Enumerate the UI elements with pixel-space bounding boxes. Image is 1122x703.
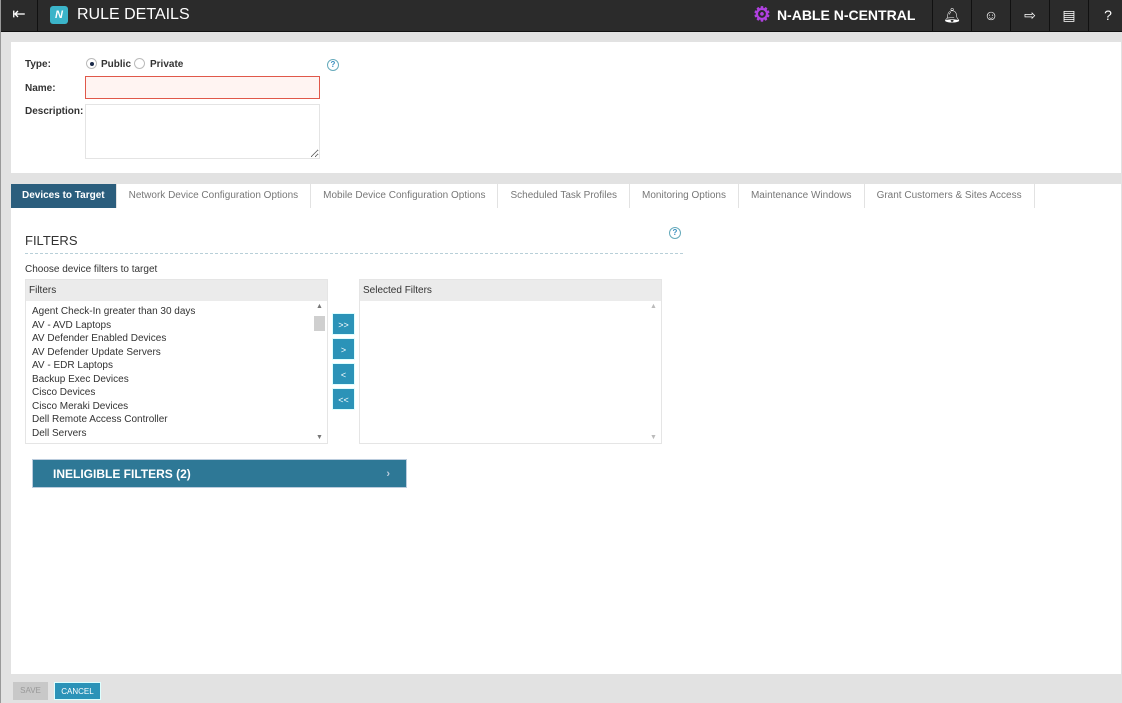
filter-option[interactable]: Cisco Meraki Devices (32, 400, 129, 412)
scroll-thumb[interactable] (314, 316, 325, 331)
remove-all-button[interactable]: << (332, 388, 355, 410)
tab-devices-to-target[interactable]: Devices to Target (11, 184, 117, 208)
scroll-down-icon[interactable]: ▼ (650, 434, 657, 441)
scroll-up-icon[interactable]: ▲ (650, 303, 657, 310)
filter-option[interactable]: Dell Remote Access Controller (32, 414, 168, 425)
menu-collapse-icon[interactable]: ⇤ (1, 0, 38, 32)
scroll-down-icon[interactable]: ▼ (316, 434, 323, 441)
ineligible-filters-label: INELIGIBLE FILTERS (2) (53, 467, 191, 481)
divider (25, 253, 683, 254)
filters-instruction: Choose device filters to target (25, 264, 158, 275)
top-bar: ⇤ N RULE DETAILS ⚙ N-ABLE N-CENTRAL 🔔︎ ☺ … (1, 0, 1122, 32)
filter-option[interactable]: Dell Servers (32, 427, 87, 439)
brand: ⚙ N-ABLE N-CENTRAL (753, 5, 915, 25)
cancel-button[interactable]: CANCEL (54, 682, 101, 700)
filter-option[interactable]: Cisco Devices (32, 387, 96, 398)
description-input[interactable] (85, 104, 320, 159)
filters-help-icon[interactable]: ? (669, 227, 681, 239)
add-all-button[interactable]: >> (332, 313, 355, 335)
type-label: Type: (25, 59, 51, 70)
scrollbar[interactable]: ▲ ▼ (648, 303, 659, 441)
logout-icon[interactable]: ⇨ (1010, 0, 1049, 32)
tab-network-device-config[interactable]: Network Device Configuration Options (116, 184, 312, 208)
filter-option[interactable]: Backup Exec Devices (32, 373, 129, 385)
description-label: Description: (25, 106, 84, 117)
chevron-right-icon: › (386, 468, 390, 480)
tab-mobile-device-config[interactable]: Mobile Device Configuration Options (311, 184, 499, 208)
scroll-up-icon[interactable]: ▲ (316, 303, 323, 310)
filter-option[interactable]: AV - AVD Laptops (32, 319, 112, 331)
filter-option[interactable]: AV Defender Enabled Devices (32, 333, 167, 344)
tab-scheduled-task-profiles[interactable]: Scheduled Task Profiles (498, 184, 631, 208)
filter-option[interactable]: AV Defender Update Servers (32, 346, 161, 358)
tab-monitoring-options[interactable]: Monitoring Options (630, 184, 739, 208)
private-label: Private (150, 59, 184, 70)
user-icon[interactable]: ☺ (971, 0, 1010, 32)
brand-name: N-ABLE N-CENTRAL (776, 7, 916, 23)
available-filters-header: Filters (26, 280, 327, 301)
remove-button[interactable]: < (332, 363, 355, 385)
bell-icon[interactable]: 🔔︎ (932, 0, 971, 32)
tab-bar: Devices to Target Network Device Configu… (11, 184, 1035, 208)
name-label: Name: (25, 83, 56, 94)
ineligible-filters-expander[interactable]: INELIGIBLE FILTERS (2) › (32, 459, 407, 488)
brand-gear-icon: ⚙ (753, 4, 771, 26)
add-button[interactable]: > (332, 338, 355, 360)
save-button[interactable]: SAVE (13, 682, 48, 700)
tab-grant-access[interactable]: Grant Customers & Sites Access (864, 184, 1035, 208)
public-label: Public (101, 59, 132, 70)
selected-filters-header: Selected Filters (360, 280, 661, 301)
chat-icon[interactable]: ▤ (1049, 0, 1088, 32)
app-logo: N (50, 6, 68, 24)
filter-option[interactable]: AV - EDR Laptops (32, 360, 113, 371)
filter-option[interactable]: Agent Check-In greater than 30 days (32, 306, 196, 317)
tab-maintenance-windows[interactable]: Maintenance Windows (738, 184, 865, 208)
filters-heading: FILTERS (25, 233, 78, 248)
available-filters-list[interactable]: Filters Agent Check-In greater than 30 d… (25, 279, 328, 444)
scrollbar[interactable]: ▲ ▼ (314, 303, 325, 441)
private-radio[interactable] (134, 58, 145, 69)
page-title: RULE DETAILS (77, 6, 190, 23)
name-input[interactable] (85, 76, 320, 99)
help-icon[interactable]: ? (327, 59, 339, 71)
selected-filters-list[interactable]: Selected Filters ▲ ▼ (359, 279, 662, 444)
public-radio[interactable] (86, 58, 97, 69)
help-icon[interactable]: ? (1088, 0, 1122, 32)
